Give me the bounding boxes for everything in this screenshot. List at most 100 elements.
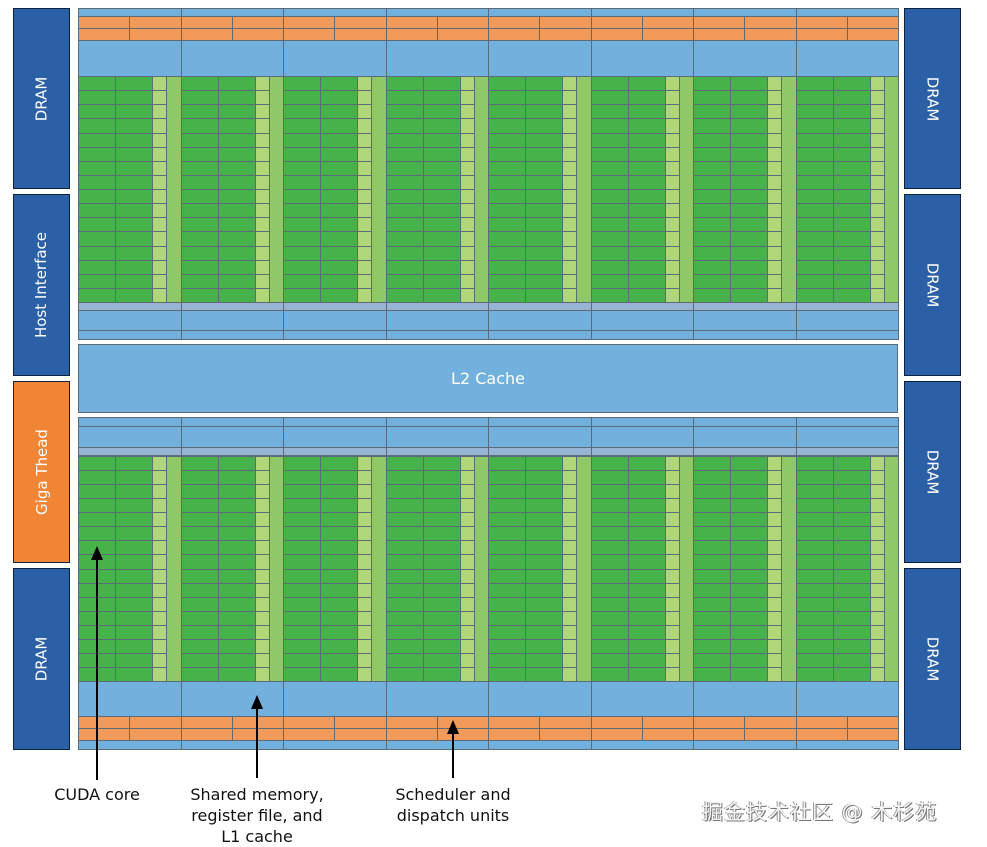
- cuda-core: [795, 273, 834, 289]
- load-store-unit: [664, 146, 680, 162]
- cuda-core: [320, 666, 358, 682]
- cuda-core: [488, 554, 526, 570]
- load-store-unit: [767, 132, 782, 148]
- load-store-unit: [459, 104, 475, 120]
- load-store-unit: [459, 189, 475, 205]
- load-store-unit: [357, 596, 372, 612]
- cuda-core: [422, 652, 461, 668]
- cuda-core: [693, 245, 731, 261]
- cuda-core: [385, 132, 424, 148]
- right-dram-2: DRAM: [904, 194, 961, 376]
- shared-memory: [590, 426, 694, 448]
- load-store-unit: [459, 526, 475, 542]
- load-store-unit: [357, 287, 372, 303]
- l1-strip: [283, 740, 387, 750]
- cuda-core: [627, 259, 666, 275]
- cuda-core: [832, 259, 871, 275]
- cuda-core: [730, 638, 768, 654]
- cuda-core: [283, 666, 321, 682]
- cuda-core: [283, 90, 321, 106]
- load-store-unit: [357, 652, 372, 668]
- watermark: 掘金技术社区 @ 木杉苑: [702, 800, 938, 824]
- cuda-core: [730, 160, 768, 176]
- load-store-unit: [459, 512, 475, 528]
- cuda-core: [488, 231, 526, 247]
- load-store-unit: [357, 104, 372, 120]
- cuda-core: [488, 90, 526, 106]
- cuda-core: [115, 470, 153, 486]
- load-store-unit: [357, 76, 372, 92]
- cuda-core: [78, 259, 116, 275]
- load-store-unit: [152, 287, 167, 303]
- load-store-unit: [152, 484, 167, 500]
- cuda-core: [115, 652, 153, 668]
- cuda-core: [795, 554, 834, 570]
- cuda-core: [180, 174, 219, 190]
- load-store-unit: [459, 652, 475, 668]
- host-interface: Host Interface: [13, 194, 70, 376]
- cuda-core: [590, 554, 629, 570]
- special-function-unit: [678, 76, 694, 303]
- load-store-unit: [869, 217, 885, 233]
- cuda-core: [832, 160, 871, 176]
- load-store-unit: [869, 456, 885, 472]
- cuda-core: [525, 174, 563, 190]
- cuda-core: [590, 582, 629, 598]
- cuda-core: [385, 231, 424, 247]
- cuda-core: [115, 540, 153, 556]
- cuda-core: [795, 540, 834, 556]
- load-store-unit: [459, 624, 475, 640]
- load-store-unit: [767, 456, 782, 472]
- load-store-unit: [357, 90, 372, 106]
- cuda-core: [795, 624, 834, 640]
- cuda-core: [730, 596, 768, 612]
- cuda-core: [217, 554, 256, 570]
- cuda-core: [320, 132, 358, 148]
- cuda-core: [795, 245, 834, 261]
- cuda-core: [422, 470, 461, 486]
- special-function-unit: [371, 76, 387, 303]
- cuda-core: [217, 217, 256, 233]
- load-store-unit: [459, 638, 475, 654]
- load-store-unit: [152, 146, 167, 162]
- cuda-core: [730, 273, 768, 289]
- load-store-unit: [562, 666, 577, 682]
- load-store-unit: [869, 470, 885, 486]
- cuda-core: [693, 666, 731, 682]
- cuda-core: [115, 189, 153, 205]
- load-store-unit: [459, 484, 475, 500]
- cuda-core: [217, 118, 256, 134]
- cuda-core: [832, 189, 871, 205]
- cuda-core: [795, 484, 834, 500]
- cuda-core: [488, 484, 526, 500]
- load-store-unit: [152, 217, 167, 233]
- register-file: [385, 681, 489, 717]
- register-file: [590, 40, 694, 77]
- cuda-core: [730, 624, 768, 640]
- load-store-unit: [562, 104, 577, 120]
- cuda-core: [590, 217, 629, 233]
- right-dram-3: DRAM: [904, 381, 961, 563]
- special-function-unit: [268, 456, 284, 682]
- load-store-unit: [152, 76, 167, 92]
- load-store-unit: [459, 132, 475, 148]
- cuda-core: [422, 456, 461, 472]
- cuda-core: [320, 245, 358, 261]
- cuda-core: [590, 90, 629, 106]
- cuda-core: [525, 231, 563, 247]
- cuda-core: [832, 287, 871, 303]
- cuda-core: [385, 498, 424, 514]
- cuda-core: [590, 160, 629, 176]
- cuda-core: [525, 160, 563, 176]
- cuda-core: [627, 146, 666, 162]
- load-store-unit: [254, 498, 270, 514]
- special-function-unit: [781, 76, 797, 303]
- cuda-core: [832, 512, 871, 528]
- cuda-core: [627, 118, 666, 134]
- load-store-unit: [357, 273, 372, 289]
- load-store-unit: [767, 287, 782, 303]
- shared-memory: [590, 310, 694, 331]
- load-store-unit: [664, 231, 680, 247]
- cuda-core: [180, 568, 219, 584]
- load-store-unit: [664, 90, 680, 106]
